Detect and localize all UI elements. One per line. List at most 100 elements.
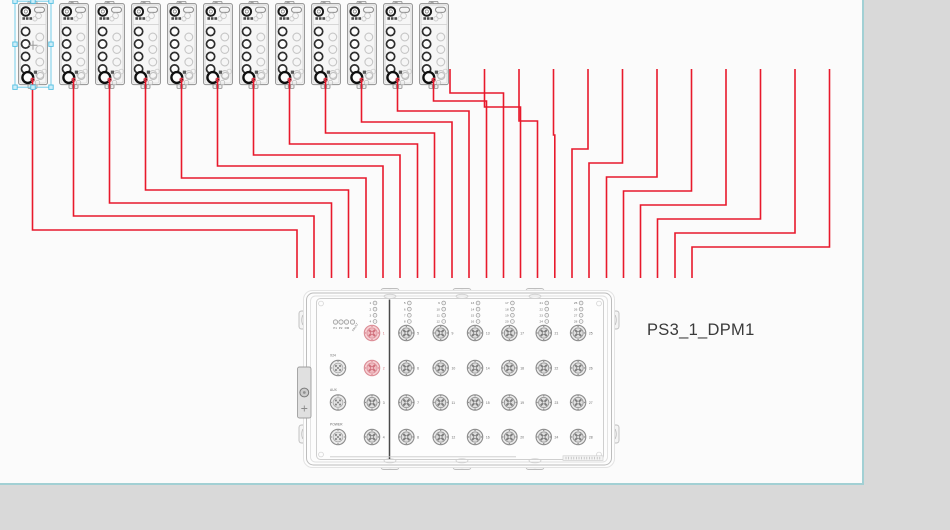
selection-handle[interactable]	[30, 84, 36, 90]
port-connector-25[interactable]	[569, 324, 587, 342]
wire[interactable]	[144, 78, 350, 278]
port-number: 25	[589, 331, 593, 335]
channel-led	[510, 319, 515, 324]
channel-led	[372, 306, 378, 312]
wire[interactable]	[252, 78, 401, 278]
wire[interactable]	[31, 78, 298, 278]
power-port-connector[interactable]	[329, 428, 347, 446]
port-connector-3[interactable]	[363, 394, 381, 411]
wire[interactable]	[108, 78, 333, 278]
channel-number: 2	[369, 307, 371, 311]
channel-led	[372, 313, 378, 318]
wire[interactable]	[656, 69, 762, 278]
wire[interactable]	[180, 78, 367, 278]
wire[interactable]	[396, 78, 470, 278]
wire[interactable]	[324, 78, 436, 278]
port-connector-17[interactable]	[501, 324, 518, 342]
dpm-device[interactable]: P1 P2 RM FAULTX24AUXPOWER123412345678567891…	[297, 288, 620, 470]
wire[interactable]	[674, 69, 796, 278]
channel-led	[578, 313, 584, 318]
device-label[interactable]: PS3_1_DPM1	[647, 321, 755, 339]
wire[interactable]	[449, 69, 505, 278]
port-connector-19[interactable]	[501, 394, 518, 411]
io-module[interactable]	[95, 1, 125, 89]
selection-handles[interactable]	[12, 0, 54, 90]
port-connector-1[interactable]	[363, 324, 381, 342]
port-connector-11[interactable]	[432, 394, 449, 411]
port-number: 11	[452, 401, 456, 405]
channel-led	[475, 319, 481, 324]
origin-cross-icon	[28, 40, 38, 50]
channel-number: 16	[471, 320, 475, 324]
wire[interactable]	[216, 78, 384, 278]
channel-number: 15	[471, 314, 475, 318]
port-connector-22[interactable]	[535, 359, 552, 377]
wire[interactable]	[571, 69, 589, 278]
channel-led	[578, 300, 584, 306]
wire[interactable]	[72, 78, 315, 278]
port-connector-27[interactable]	[569, 394, 587, 411]
selection-handle[interactable]	[48, 0, 54, 4]
port-connector-2[interactable]	[363, 359, 381, 377]
port-number: 27	[589, 401, 593, 405]
wire[interactable]	[639, 69, 727, 278]
io-module[interactable]	[383, 1, 413, 89]
wire[interactable]	[360, 78, 453, 278]
io-module[interactable]	[419, 1, 449, 89]
io-module[interactable]	[275, 1, 305, 89]
wire[interactable]	[605, 69, 658, 278]
selection-handle[interactable]	[12, 41, 18, 47]
port-connector-7[interactable]	[398, 394, 415, 411]
port-connector-15[interactable]	[466, 394, 484, 411]
port-connector-26[interactable]	[569, 359, 587, 377]
selection-handle[interactable]	[48, 41, 54, 47]
selection-handle[interactable]	[12, 84, 18, 90]
port-connector-16[interactable]	[466, 428, 484, 446]
io-module[interactable]	[59, 1, 89, 89]
port-connector-13[interactable]	[466, 324, 484, 342]
wire[interactable]	[518, 69, 539, 278]
port-connector-8[interactable]	[398, 428, 415, 446]
selection-handle[interactable]	[30, 0, 36, 4]
port-connector-6[interactable]	[398, 359, 415, 377]
wire[interactable]	[622, 69, 693, 278]
port-number: 10	[452, 366, 456, 370]
io-module[interactable]	[203, 1, 233, 89]
selection-handle[interactable]	[48, 84, 54, 90]
port-number: 18	[520, 366, 524, 370]
port-connector-28[interactable]	[569, 428, 587, 446]
port-connector-4[interactable]	[363, 428, 381, 446]
io-module[interactable]	[239, 1, 269, 89]
port-connector-5[interactable]	[398, 324, 415, 342]
wire[interactable]	[483, 69, 522, 278]
wire[interactable]	[288, 78, 419, 278]
wire[interactable]	[691, 69, 831, 278]
edge-notch	[455, 458, 469, 464]
port-connector-12[interactable]	[432, 428, 449, 446]
wire[interactable]	[588, 69, 624, 278]
port-connector-9[interactable]	[432, 324, 449, 342]
port-number: 6	[417, 366, 419, 370]
io-module[interactable]	[167, 1, 197, 89]
selection-handle[interactable]	[12, 0, 18, 4]
faceplate-screw	[318, 300, 324, 307]
port-connector-18[interactable]	[501, 359, 518, 377]
channel-led	[441, 306, 446, 312]
port-connector-20[interactable]	[501, 428, 518, 446]
power-port-connector[interactable]	[329, 359, 347, 377]
io-module[interactable]	[311, 1, 341, 89]
port-connector-10[interactable]	[432, 359, 449, 377]
port-connector-21[interactable]	[535, 324, 552, 342]
io-module[interactable]	[347, 1, 377, 89]
power-port-connector[interactable]	[329, 394, 347, 411]
port-connector-23[interactable]	[535, 394, 552, 411]
wire[interactable]	[552, 69, 556, 278]
port-connector-14[interactable]	[466, 359, 484, 377]
channel-led	[475, 306, 481, 312]
channel-number: 3	[369, 314, 371, 318]
port-connector-24[interactable]	[535, 428, 552, 446]
io-module[interactable]	[131, 1, 161, 89]
channel-led	[407, 319, 412, 324]
wires-layer	[31, 69, 831, 278]
wire[interactable]	[432, 78, 488, 278]
